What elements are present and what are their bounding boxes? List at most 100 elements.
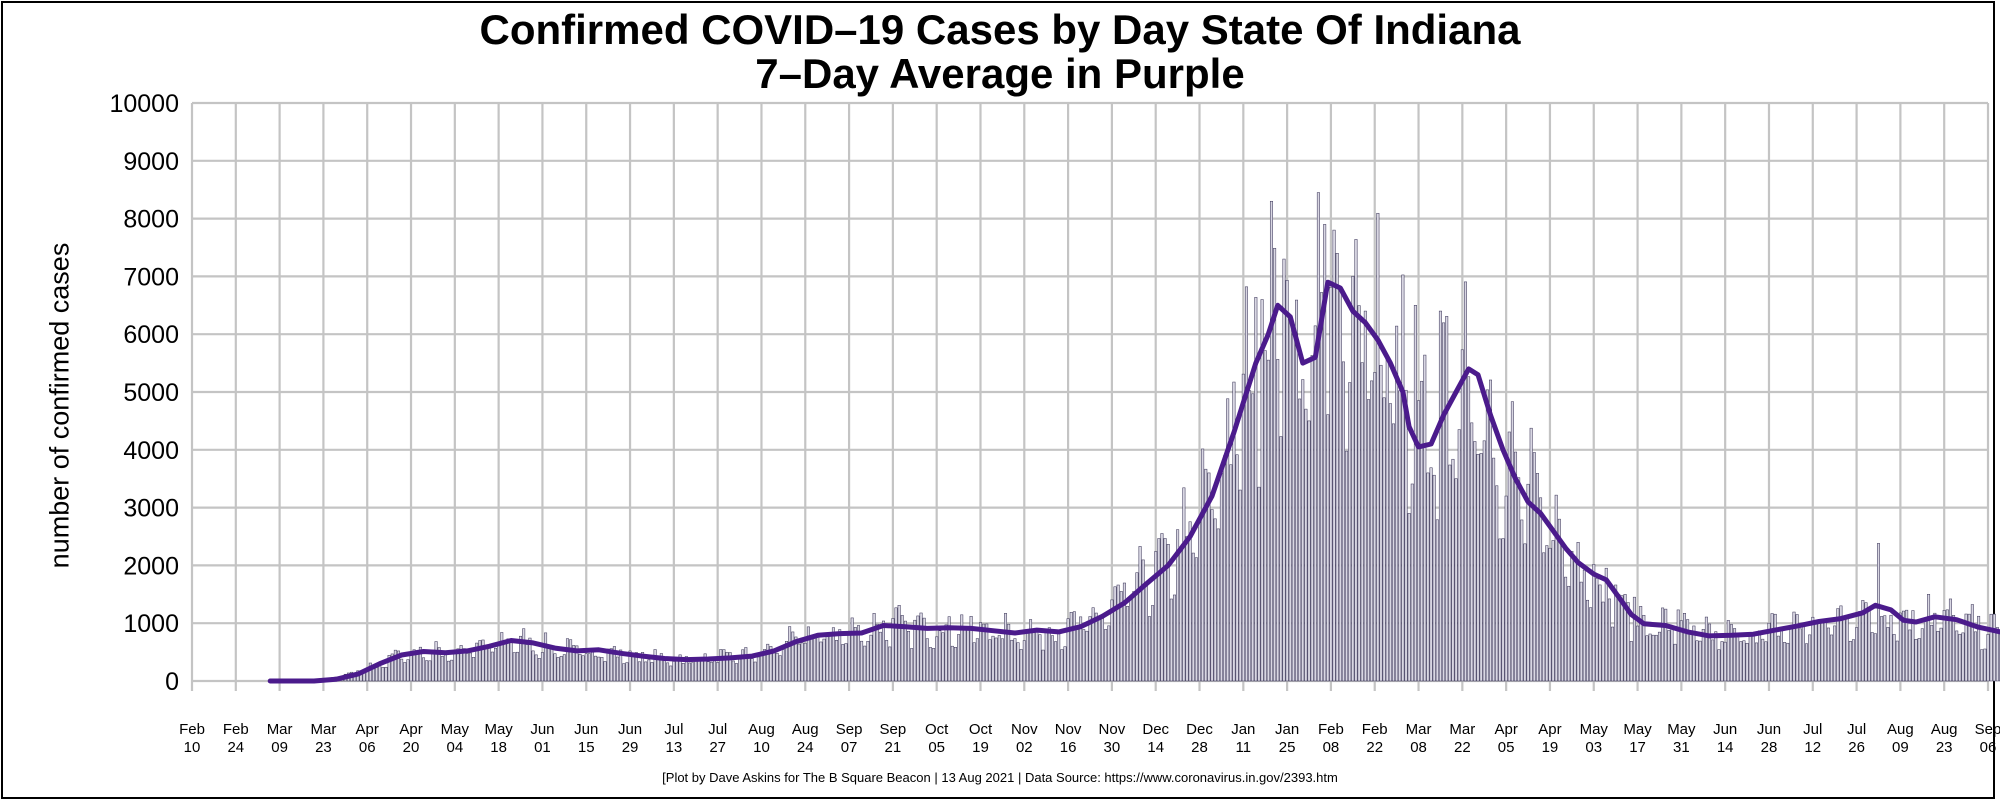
bar (810, 637, 814, 682)
bar (713, 660, 717, 682)
bar (1701, 628, 1705, 682)
bar (1805, 643, 1809, 682)
bar (744, 647, 748, 682)
bar (641, 652, 645, 682)
x-tick-day: 14 (1717, 739, 1734, 756)
bar (1895, 640, 1899, 682)
bar (669, 665, 673, 682)
y-tick-label: 9000 (123, 148, 179, 176)
bar (1964, 613, 1968, 682)
x-tick-day: 05 (928, 739, 945, 756)
bar (1385, 359, 1389, 682)
bar (462, 648, 466, 682)
bar (950, 645, 954, 682)
bar (838, 629, 842, 682)
bar (672, 661, 676, 682)
bar (1914, 639, 1918, 682)
bar (1266, 359, 1270, 682)
bar (709, 661, 713, 682)
bar (1451, 458, 1455, 682)
bar (1664, 608, 1668, 682)
bar (1257, 486, 1261, 682)
bar (1050, 635, 1054, 682)
bar (1326, 414, 1330, 682)
bar (1285, 280, 1289, 682)
bar (572, 645, 576, 682)
bar (1448, 464, 1452, 682)
x-tick-day: 19 (1542, 739, 1559, 756)
x-tick-month: Feb (1318, 721, 1344, 738)
bar (1695, 640, 1699, 682)
bar (1689, 632, 1693, 682)
bar (1792, 611, 1796, 682)
bar (1398, 390, 1402, 682)
x-tick-day: 19 (972, 739, 989, 756)
bar (985, 623, 989, 682)
bar (1551, 540, 1555, 682)
bar (1504, 495, 1508, 682)
x-tick-day: 18 (490, 739, 507, 756)
bar (1560, 546, 1564, 682)
bar (1345, 450, 1349, 682)
bar (881, 620, 885, 682)
bar (1147, 616, 1151, 682)
bar (1917, 638, 1921, 682)
x-tick-month: Jun (618, 721, 642, 738)
x-tick-month: May (1667, 721, 1696, 738)
x-tick-day: 30 (1104, 739, 1121, 756)
bar (1320, 292, 1324, 682)
bar (1604, 567, 1608, 682)
bar (1726, 620, 1730, 682)
bar (1733, 628, 1737, 682)
bar (1191, 552, 1195, 682)
bar (878, 631, 882, 682)
bar (938, 630, 942, 682)
x-tick-month: Aug (1931, 721, 1958, 738)
bar (1920, 628, 1924, 682)
y-axis-ticks: 0 1000 2000 3000 4000 5000 6000 7000 8000 9000 100… (109, 90, 179, 696)
bar (947, 616, 951, 682)
bar (500, 632, 504, 682)
bar (1313, 325, 1317, 682)
x-tick-day: 12 (1804, 739, 1821, 756)
bar (1620, 595, 1624, 682)
x-tick-month: Mar (267, 721, 293, 738)
bar (800, 642, 804, 682)
bar (1751, 633, 1755, 682)
bar (1826, 627, 1830, 682)
bar (637, 661, 641, 682)
bar (850, 617, 854, 682)
bar (622, 663, 626, 682)
bar (1736, 635, 1740, 682)
bar (1814, 620, 1818, 682)
bar (1708, 623, 1712, 682)
bar (1586, 599, 1589, 682)
bar (1836, 608, 1840, 682)
bar (1194, 557, 1198, 682)
bar (1986, 634, 1990, 682)
bar (953, 647, 957, 682)
bar (1363, 310, 1367, 682)
bar (453, 651, 457, 682)
bar (1848, 640, 1852, 682)
bar (913, 619, 917, 682)
bar (1041, 649, 1045, 682)
x-tick-day: 10 (184, 739, 201, 756)
x-tick-month: Apr (1538, 721, 1561, 738)
bar (1004, 613, 1008, 682)
bar (1032, 628, 1036, 682)
bar (816, 633, 820, 682)
bar (468, 652, 472, 682)
bar (1013, 638, 1017, 682)
bar (766, 643, 770, 682)
bar (1201, 448, 1205, 682)
bar (1692, 625, 1696, 682)
bar (691, 662, 695, 682)
x-tick-day: 25 (1279, 739, 1296, 756)
bar (431, 649, 435, 682)
y-tick-label: 4000 (123, 437, 179, 465)
bar (1279, 436, 1283, 682)
bar (1122, 582, 1126, 682)
x-tick-day: 06 (1980, 739, 1997, 756)
bar (465, 653, 469, 682)
